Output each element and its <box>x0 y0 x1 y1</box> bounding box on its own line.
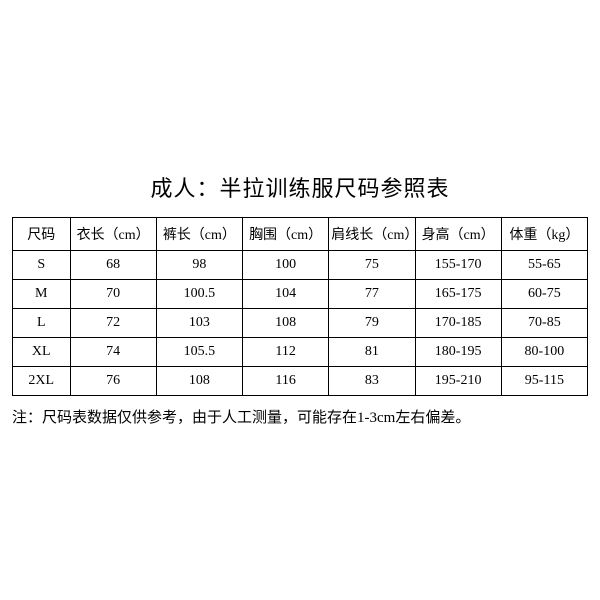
col-header-height: 身高（cm） <box>415 218 501 251</box>
cell-value: 180-195 <box>415 338 501 367</box>
cell-value: 116 <box>243 367 329 396</box>
cell-value: 55-65 <box>501 251 587 280</box>
cell-value: 83 <box>329 367 415 396</box>
cell-value: 60-75 <box>501 280 587 309</box>
cell-value: 98 <box>156 251 242 280</box>
cell-value: 75 <box>329 251 415 280</box>
cell-value: 104 <box>243 280 329 309</box>
cell-value: 165-175 <box>415 280 501 309</box>
col-header-weight: 体重（kg） <box>501 218 587 251</box>
cell-value: 103 <box>156 309 242 338</box>
cell-value: 100 <box>243 251 329 280</box>
cell-value: 155-170 <box>415 251 501 280</box>
col-header-chest: 胸围（cm） <box>243 218 329 251</box>
cell-value: 70 <box>70 280 156 309</box>
table-row: L 72 103 108 79 170-185 70-85 <box>13 309 588 338</box>
col-header-size: 尺码 <box>13 218 71 251</box>
cell-size: S <box>13 251 71 280</box>
col-header-pants: 裤长（cm） <box>156 218 242 251</box>
size-table: 尺码 衣长（cm） 裤长（cm） 胸围（cm） 肩线长（cm） 身高（cm） 体… <box>12 217 588 396</box>
table-row: S 68 98 100 75 155-170 55-65 <box>13 251 588 280</box>
cell-value: 108 <box>156 367 242 396</box>
footnote-text: 注：尺码表数据仅供参考，由于人工测量，可能存在1-3cm左右偏差。 <box>12 408 588 429</box>
cell-value: 100.5 <box>156 280 242 309</box>
col-header-length: 衣长（cm） <box>70 218 156 251</box>
chart-title: 成人：半拉训练服尺码参照表 <box>12 171 588 203</box>
cell-value: 77 <box>329 280 415 309</box>
cell-size: L <box>13 309 71 338</box>
col-header-shoulder: 肩线长（cm） <box>329 218 415 251</box>
cell-value: 195-210 <box>415 367 501 396</box>
cell-value: 80-100 <box>501 338 587 367</box>
table-row: XL 74 105.5 112 81 180-195 80-100 <box>13 338 588 367</box>
size-chart-container: 成人：半拉训练服尺码参照表 尺码 衣长（cm） 裤长（cm） 胸围（cm） 肩线… <box>12 171 588 429</box>
cell-value: 81 <box>329 338 415 367</box>
cell-size: 2XL <box>13 367 71 396</box>
cell-value: 108 <box>243 309 329 338</box>
cell-value: 95-115 <box>501 367 587 396</box>
cell-value: 170-185 <box>415 309 501 338</box>
cell-size: XL <box>13 338 71 367</box>
cell-value: 72 <box>70 309 156 338</box>
table-header-row: 尺码 衣长（cm） 裤长（cm） 胸围（cm） 肩线长（cm） 身高（cm） 体… <box>13 218 588 251</box>
cell-value: 70-85 <box>501 309 587 338</box>
cell-value: 112 <box>243 338 329 367</box>
table-row: M 70 100.5 104 77 165-175 60-75 <box>13 280 588 309</box>
cell-value: 68 <box>70 251 156 280</box>
cell-value: 79 <box>329 309 415 338</box>
cell-size: M <box>13 280 71 309</box>
table-row: 2XL 76 108 116 83 195-210 95-115 <box>13 367 588 396</box>
cell-value: 74 <box>70 338 156 367</box>
cell-value: 105.5 <box>156 338 242 367</box>
cell-value: 76 <box>70 367 156 396</box>
